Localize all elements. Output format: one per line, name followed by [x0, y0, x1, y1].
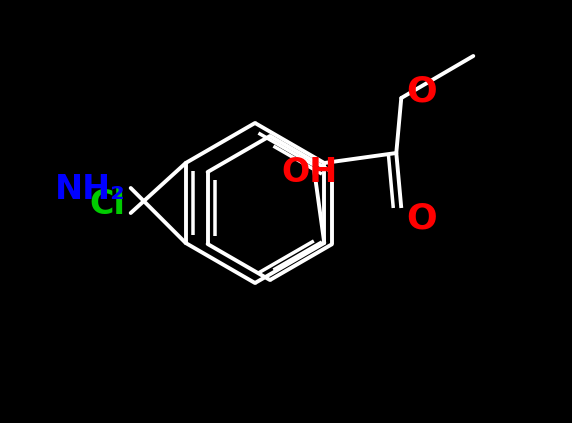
Text: OH: OH — [281, 156, 337, 189]
Text: O: O — [406, 74, 437, 108]
Text: O: O — [406, 201, 437, 235]
Text: Cl: Cl — [90, 188, 126, 221]
Text: NH₂: NH₂ — [55, 173, 126, 206]
